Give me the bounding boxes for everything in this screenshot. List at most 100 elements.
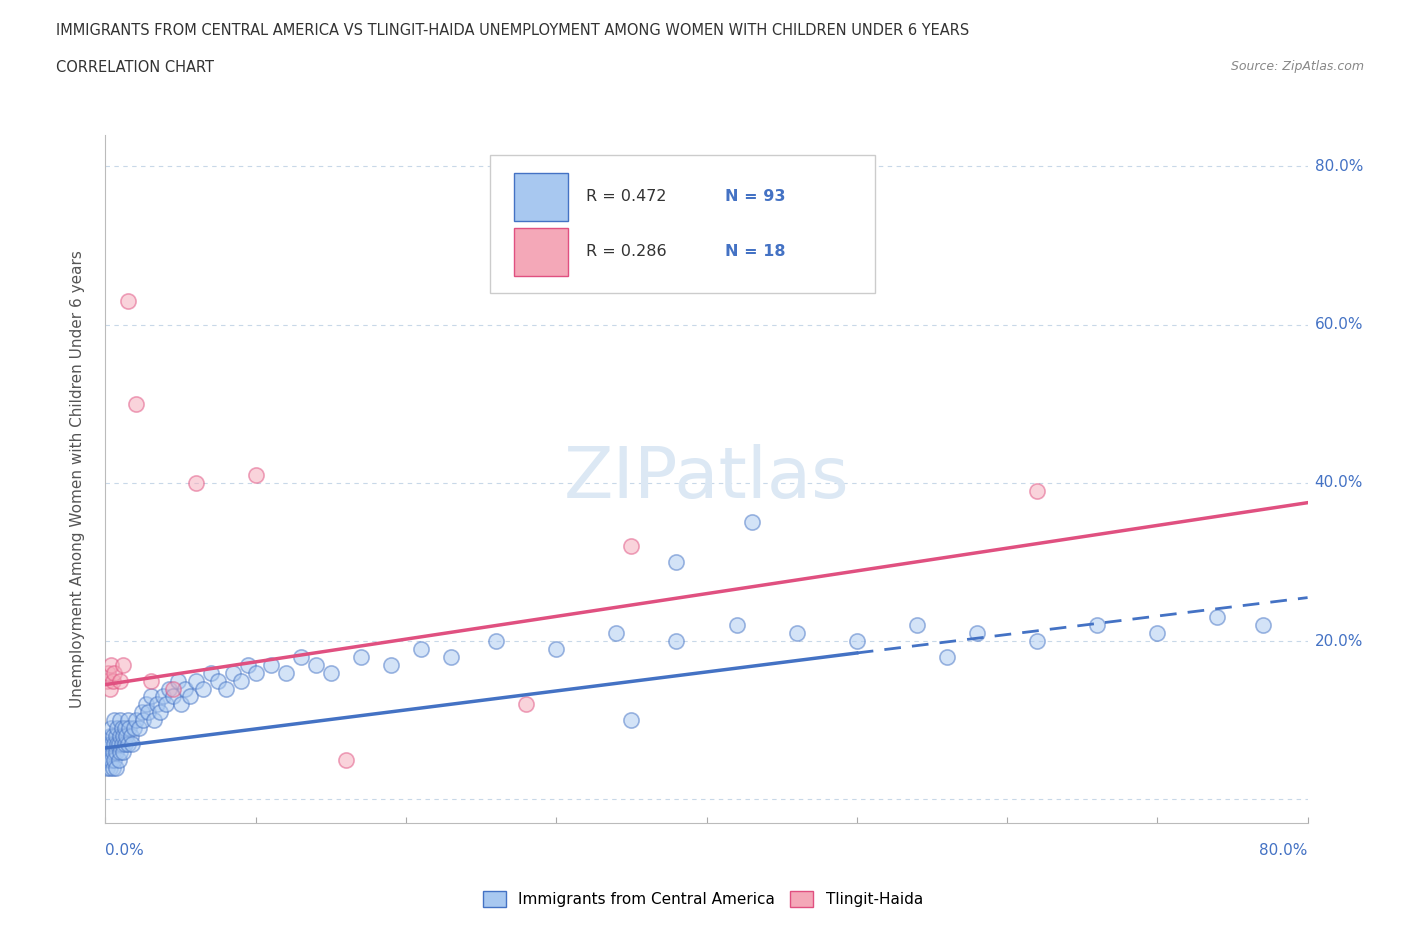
- Text: R = 0.286: R = 0.286: [586, 245, 666, 259]
- Point: [245, 665, 267, 680]
- Point: [665, 554, 688, 569]
- Point: [1026, 633, 1049, 648]
- Point: [112, 728, 135, 743]
- Point: [108, 737, 131, 751]
- Text: 60.0%: 60.0%: [1315, 317, 1362, 332]
- Point: [101, 673, 124, 688]
- Point: [118, 721, 141, 736]
- Text: R = 0.472: R = 0.472: [586, 190, 666, 205]
- Point: [786, 626, 808, 641]
- Point: [1146, 626, 1168, 641]
- Point: [515, 697, 537, 711]
- Point: [96, 673, 118, 688]
- Point: [117, 294, 139, 309]
- Point: [110, 712, 132, 727]
- Y-axis label: Unemployment Among Women with Children Under 6 years: Unemployment Among Women with Children U…: [70, 250, 84, 708]
- Point: [98, 760, 121, 775]
- Point: [485, 633, 508, 648]
- Point: [117, 737, 139, 751]
- Text: 80.0%: 80.0%: [1260, 844, 1308, 858]
- Point: [103, 712, 125, 727]
- Point: [725, 618, 748, 632]
- Point: [155, 697, 177, 711]
- Point: [100, 737, 122, 751]
- Point: [120, 728, 142, 743]
- Point: [260, 658, 283, 672]
- Point: [274, 665, 297, 680]
- Point: [135, 697, 157, 711]
- Legend: Immigrants from Central America, Tlingit-Haida: Immigrants from Central America, Tlingit…: [477, 884, 929, 913]
- Point: [214, 681, 236, 696]
- Point: [319, 665, 342, 680]
- Point: [440, 649, 463, 664]
- Point: [290, 649, 312, 664]
- Point: [110, 728, 132, 743]
- Point: [222, 665, 245, 680]
- Point: [122, 721, 145, 736]
- Point: [103, 665, 125, 680]
- Point: [104, 744, 127, 759]
- Text: 20.0%: 20.0%: [1315, 633, 1362, 648]
- Point: [169, 697, 191, 711]
- Point: [98, 744, 121, 759]
- Point: [1026, 484, 1049, 498]
- FancyBboxPatch shape: [515, 173, 568, 221]
- Point: [110, 673, 132, 688]
- Text: IMMIGRANTS FROM CENTRAL AMERICA VS TLINGIT-HAIDA UNEMPLOYMENT AMONG WOMEN WITH C: IMMIGRANTS FROM CENTRAL AMERICA VS TLING…: [56, 23, 970, 38]
- Point: [96, 744, 118, 759]
- FancyBboxPatch shape: [491, 155, 875, 293]
- Point: [166, 673, 188, 688]
- Text: 80.0%: 80.0%: [1315, 159, 1362, 174]
- Point: [114, 721, 136, 736]
- Point: [936, 649, 959, 664]
- Point: [350, 649, 373, 664]
- Point: [148, 705, 170, 720]
- Point: [128, 721, 150, 736]
- Point: [117, 712, 139, 727]
- Point: [162, 681, 184, 696]
- Point: [162, 689, 184, 704]
- Point: [114, 737, 136, 751]
- Point: [380, 658, 402, 672]
- Point: [101, 744, 124, 759]
- Point: [409, 642, 432, 657]
- Point: [620, 712, 643, 727]
- Point: [96, 760, 118, 775]
- Text: CORRELATION CHART: CORRELATION CHART: [56, 60, 214, 75]
- Point: [98, 728, 121, 743]
- Point: [1206, 610, 1229, 625]
- Point: [229, 673, 252, 688]
- Point: [97, 752, 120, 767]
- Text: 0.0%: 0.0%: [105, 844, 145, 858]
- Point: [111, 737, 134, 751]
- Point: [111, 721, 134, 736]
- Point: [100, 721, 122, 736]
- Point: [112, 658, 135, 672]
- Point: [157, 681, 180, 696]
- Point: [335, 752, 357, 767]
- Point: [1085, 618, 1108, 632]
- Point: [152, 689, 174, 704]
- Point: [139, 673, 162, 688]
- Point: [741, 515, 763, 530]
- Point: [115, 728, 138, 743]
- Point: [305, 658, 328, 672]
- Text: N = 93: N = 93: [724, 190, 785, 205]
- Point: [103, 752, 125, 767]
- Point: [966, 626, 988, 641]
- Point: [620, 538, 643, 553]
- Point: [101, 728, 124, 743]
- Text: N = 18: N = 18: [724, 245, 785, 259]
- Point: [179, 689, 201, 704]
- Point: [174, 681, 197, 696]
- Point: [546, 642, 568, 657]
- Point: [131, 705, 153, 720]
- Point: [110, 744, 132, 759]
- Point: [108, 752, 131, 767]
- Text: ZIPatlas: ZIPatlas: [564, 445, 849, 513]
- Point: [905, 618, 928, 632]
- Point: [132, 712, 155, 727]
- Point: [845, 633, 868, 648]
- Point: [97, 665, 120, 680]
- Point: [98, 681, 121, 696]
